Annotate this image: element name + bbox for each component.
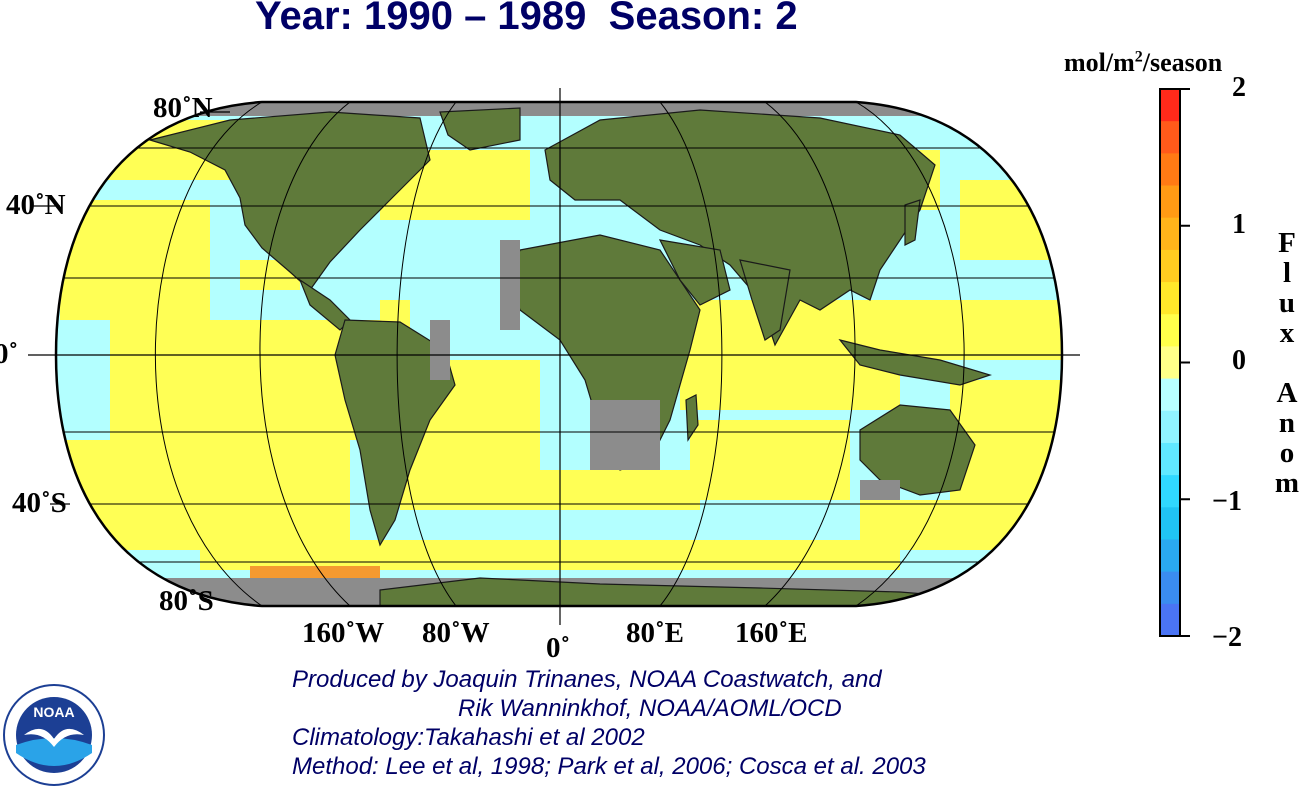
colorbar-swatch [1160, 571, 1180, 605]
title-letter: F [1278, 227, 1296, 259]
unit-sup: 2 [1134, 48, 1143, 66]
colorbar-swatch [1160, 539, 1180, 573]
season-label: Season: 2 [608, 0, 798, 38]
strong-positive-patch [250, 566, 380, 578]
title-letter: m [1274, 467, 1300, 499]
colorbar-title: F l u x A n o m [1272, 228, 1301, 498]
lat-label-40s: 40˚S [12, 487, 67, 519]
colorbar-swatch [1160, 217, 1180, 251]
colorbar-swatch [1160, 378, 1180, 412]
title-gap [1272, 348, 1301, 378]
colorbar-tick-2: 2 [1232, 72, 1246, 103]
colorbar-swatch [1160, 442, 1180, 476]
lat-label-0: 0˚ [0, 338, 19, 370]
colorbar-swatch [1160, 507, 1180, 540]
colorbar [1159, 88, 1190, 637]
colorbar-unit: mol/m2/season [1064, 48, 1222, 78]
lat-label-40n: 40˚N [6, 189, 66, 221]
logo-text: NOAA [33, 704, 74, 720]
mask-north [56, 102, 1062, 116]
credit-line-1: Produced by Joaquin Trinanes, NOAA Coast… [292, 666, 882, 693]
colorbar-swatch [1160, 603, 1180, 637]
title-letter: o [1279, 437, 1295, 469]
lon-label-0: 0˚ [546, 632, 571, 664]
colorbar-swatch [1160, 185, 1180, 219]
colorbar-swatch [1160, 346, 1180, 380]
colorbar-tick-1: 1 [1232, 209, 1246, 240]
year-label: Year: 1990 – 1989 [255, 0, 587, 38]
land-masses [147, 107, 1001, 606]
credit-line-2: Rik Wanninkhof, NOAA/AOML/OCD [458, 695, 842, 722]
globe-outline [54, 100, 1064, 608]
lon-label-80e: 80˚E [626, 617, 684, 649]
colorbar-tick-neg1: −1 [1212, 486, 1242, 517]
lon-label-80w: 80˚W [422, 617, 490, 649]
unit-suffix: /season [1142, 48, 1223, 77]
colorbar-swatch [1160, 89, 1180, 122]
colorbar-tick-0: 0 [1232, 345, 1246, 376]
noaa-logo-icon: NOAA [3, 684, 105, 786]
title-letter: l [1282, 257, 1292, 289]
colorbar-swatch [1160, 249, 1180, 283]
title-letter: A [1276, 377, 1298, 409]
lon-label-160w: 160˚W [302, 617, 385, 649]
coastal-mask [430, 240, 900, 500]
lat-label-80s: 80˚S [159, 585, 214, 617]
colorbar-swatch [1160, 153, 1180, 187]
title-letter: x [1279, 317, 1295, 349]
credits: Produced by Joaquin Trinanes, NOAA Coast… [292, 665, 926, 781]
lon-label-160e: 160˚E [735, 617, 808, 649]
colorbar-swatch [1160, 475, 1180, 508]
unit-prefix: mol/m [1064, 48, 1135, 77]
colorbar-swatch [1160, 282, 1180, 315]
colorbar-tick-neg2: −2 [1212, 622, 1242, 653]
credit-line-4: Method: Lee et al, 1998; Park et al, 200… [292, 753, 926, 780]
map-title: Year: 1990 – 1989 Season: 2 [255, 0, 895, 44]
title-letter: u [1278, 287, 1296, 319]
credit-line-3: Climatology:Takahashi et al 2002 [292, 724, 645, 751]
colorbar-swatch [1160, 121, 1180, 154]
lat-label-80n: 80˚N [153, 92, 213, 124]
colorbar-swatch [1160, 410, 1180, 444]
colorbar-swatch [1160, 314, 1180, 347]
title-letter: n [1278, 407, 1296, 439]
